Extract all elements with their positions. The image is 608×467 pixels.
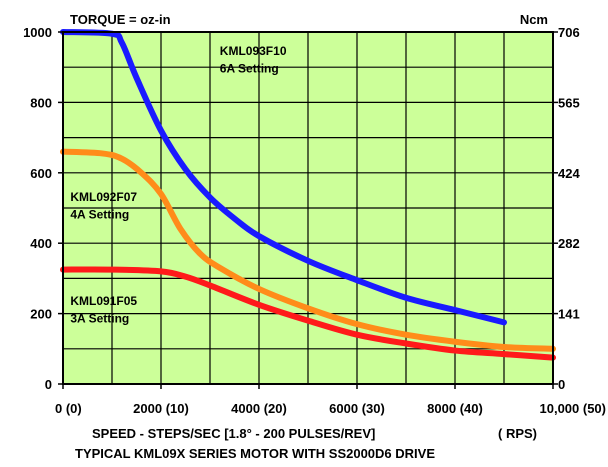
y-axis-left-ticks: 0 200 400 600 800 1000: [23, 25, 63, 392]
y-tick-label-right: 141: [558, 307, 580, 322]
y-tick-label-left: 800: [30, 95, 52, 110]
annotation-kml093-name: KML093F10: [220, 44, 287, 58]
annotation-kml091-setting: 3A Setting: [70, 311, 129, 325]
y-tick-label-right: 706: [558, 25, 580, 40]
series-lines: [60, 29, 556, 361]
y-tick-label-left: 1000: [23, 25, 52, 40]
y-axis-right-ticks: 0 141 282 424 565 706: [553, 25, 580, 392]
x-tick-label: 2000 (10): [133, 401, 189, 416]
series-line-kml091: [60, 266, 556, 361]
x-axis-label-right: ( RPS): [498, 426, 537, 441]
x-tick-label: 8000 (40): [427, 401, 483, 416]
y-tick-label-left: 600: [30, 166, 52, 181]
header-left: TORQUE = oz-in: [70, 12, 171, 27]
curve-annotations: KML093F10 6A Setting KML092F07 4A Setting KM…: [70, 44, 286, 326]
y-tick-label-left: 200: [30, 307, 52, 322]
y-tick-label-left: 0: [45, 377, 52, 392]
x-tick-label: 4000 (20): [231, 401, 287, 416]
series-line-kml093: [60, 29, 507, 326]
annotation-kml092-name: KML092F07: [70, 190, 137, 204]
x-tick-label: 0 (0): [55, 401, 82, 416]
annotation-kml092-setting: 4A Setting: [70, 208, 129, 222]
chart-caption: TYPICAL KML09X SERIES MOTOR WITH SS2000D…: [75, 446, 435, 461]
y-tick-label-right: 0: [558, 377, 565, 392]
annotation-kml091-name: KML091F05: [70, 294, 137, 308]
x-tick-label: 10,000 (50): [540, 401, 607, 416]
annotation-kml093-setting: 6A Setting: [220, 61, 279, 75]
plot-frame: [62, 31, 554, 385]
series-line-kml092: [60, 148, 556, 352]
y-tick-label-left: 400: [30, 236, 52, 251]
x-axis-label: SPEED - STEPS/SEC [1.8° - 200 PULSES/REV…: [92, 426, 375, 441]
y-tick-label-right: 282: [558, 236, 580, 251]
header-right: Ncm: [520, 12, 548, 27]
x-axis-ticks: 0 (0) 2000 (10) 4000 (20) 6000 (30) 8000 (40…: [55, 384, 606, 416]
y-tick-label-right: 565: [558, 95, 580, 110]
x-tick-label: 6000 (30): [329, 401, 385, 416]
y-tick-label-right: 424: [558, 166, 580, 181]
